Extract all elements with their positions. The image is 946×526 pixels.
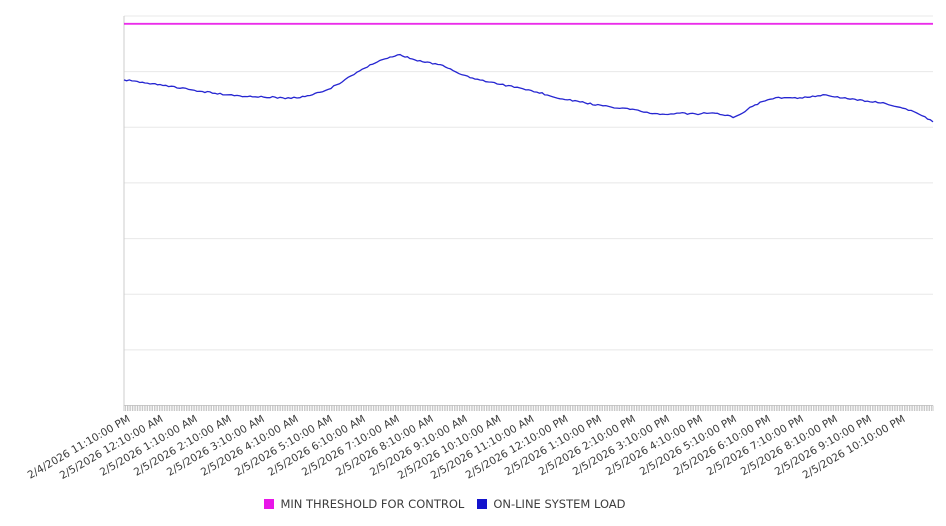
series-line-system-load	[123, 53, 934, 123]
legend-item-min-threshold: MIN THRESHOLD FOR CONTROL	[264, 497, 464, 511]
min-threshold-swatch	[264, 499, 275, 509]
legend-item-system-load: ON-LINE SYSTEM LOAD	[477, 497, 626, 511]
min-threshold-label: MIN THRESHOLD FOR CONTROL	[280, 497, 465, 511]
x-axis-minor-ticks	[123, 405, 934, 411]
system-load-label: ON-LINE SYSTEM LOAD	[493, 497, 626, 511]
legend: MIN THRESHOLD FOR CONTROL ON-LINE SYSTEM…	[0, 497, 918, 511]
system-load-swatch	[477, 499, 488, 509]
